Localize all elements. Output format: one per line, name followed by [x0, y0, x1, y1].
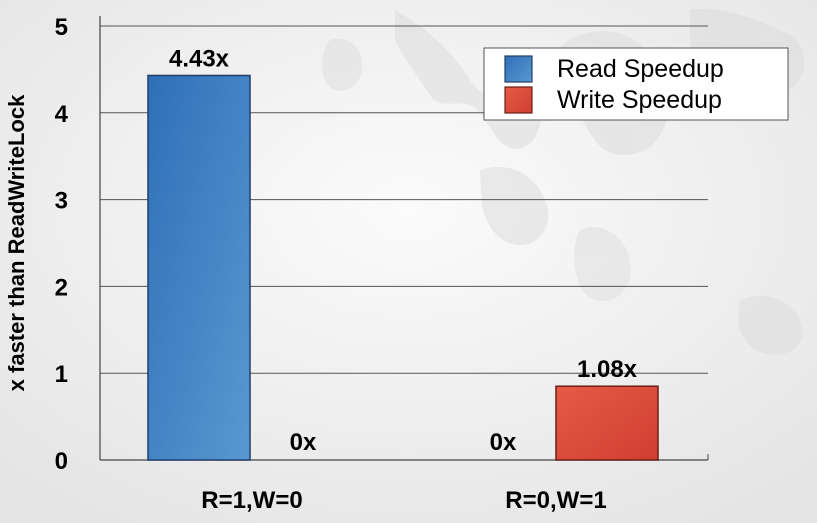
x-tick-labels: R=1,W=0 R=0,W=1: [201, 487, 606, 514]
data-label: 4.43x: [169, 45, 230, 72]
y-tick-label: 1: [55, 361, 68, 388]
legend-label: Write Speedup: [557, 86, 722, 114]
data-label: 1.08x: [577, 356, 638, 383]
x-tick-label: R=0,W=1: [505, 487, 606, 514]
legend-swatch: [504, 86, 533, 114]
bar-read-speedup: [147, 74, 251, 461]
y-tick-label: 5: [55, 14, 68, 41]
y-axis-label: x faster than ReadWriteLock: [4, 94, 29, 391]
y-tick-label: 2: [55, 274, 68, 301]
y-tick-labels: 0 1 2 3 4 5: [55, 14, 69, 475]
legend-swatch: [504, 55, 533, 83]
bar-write-speedup: [555, 385, 659, 461]
data-label: 0x: [490, 429, 517, 456]
y-tick-label: 4: [55, 101, 69, 128]
data-labels: 4.43x 0x 0x 1.08x: [169, 45, 638, 456]
data-label: 0x: [290, 429, 317, 456]
bars: [147, 74, 659, 461]
x-tick-label: R=1,W=0: [201, 487, 302, 514]
legend-box: [483, 47, 789, 121]
y-tick-label: 3: [55, 188, 68, 215]
legend: Read Speedup Write Speedup: [483, 47, 789, 121]
y-tick-label: 0: [55, 448, 68, 475]
legend-label: Read Speedup: [557, 55, 724, 83]
